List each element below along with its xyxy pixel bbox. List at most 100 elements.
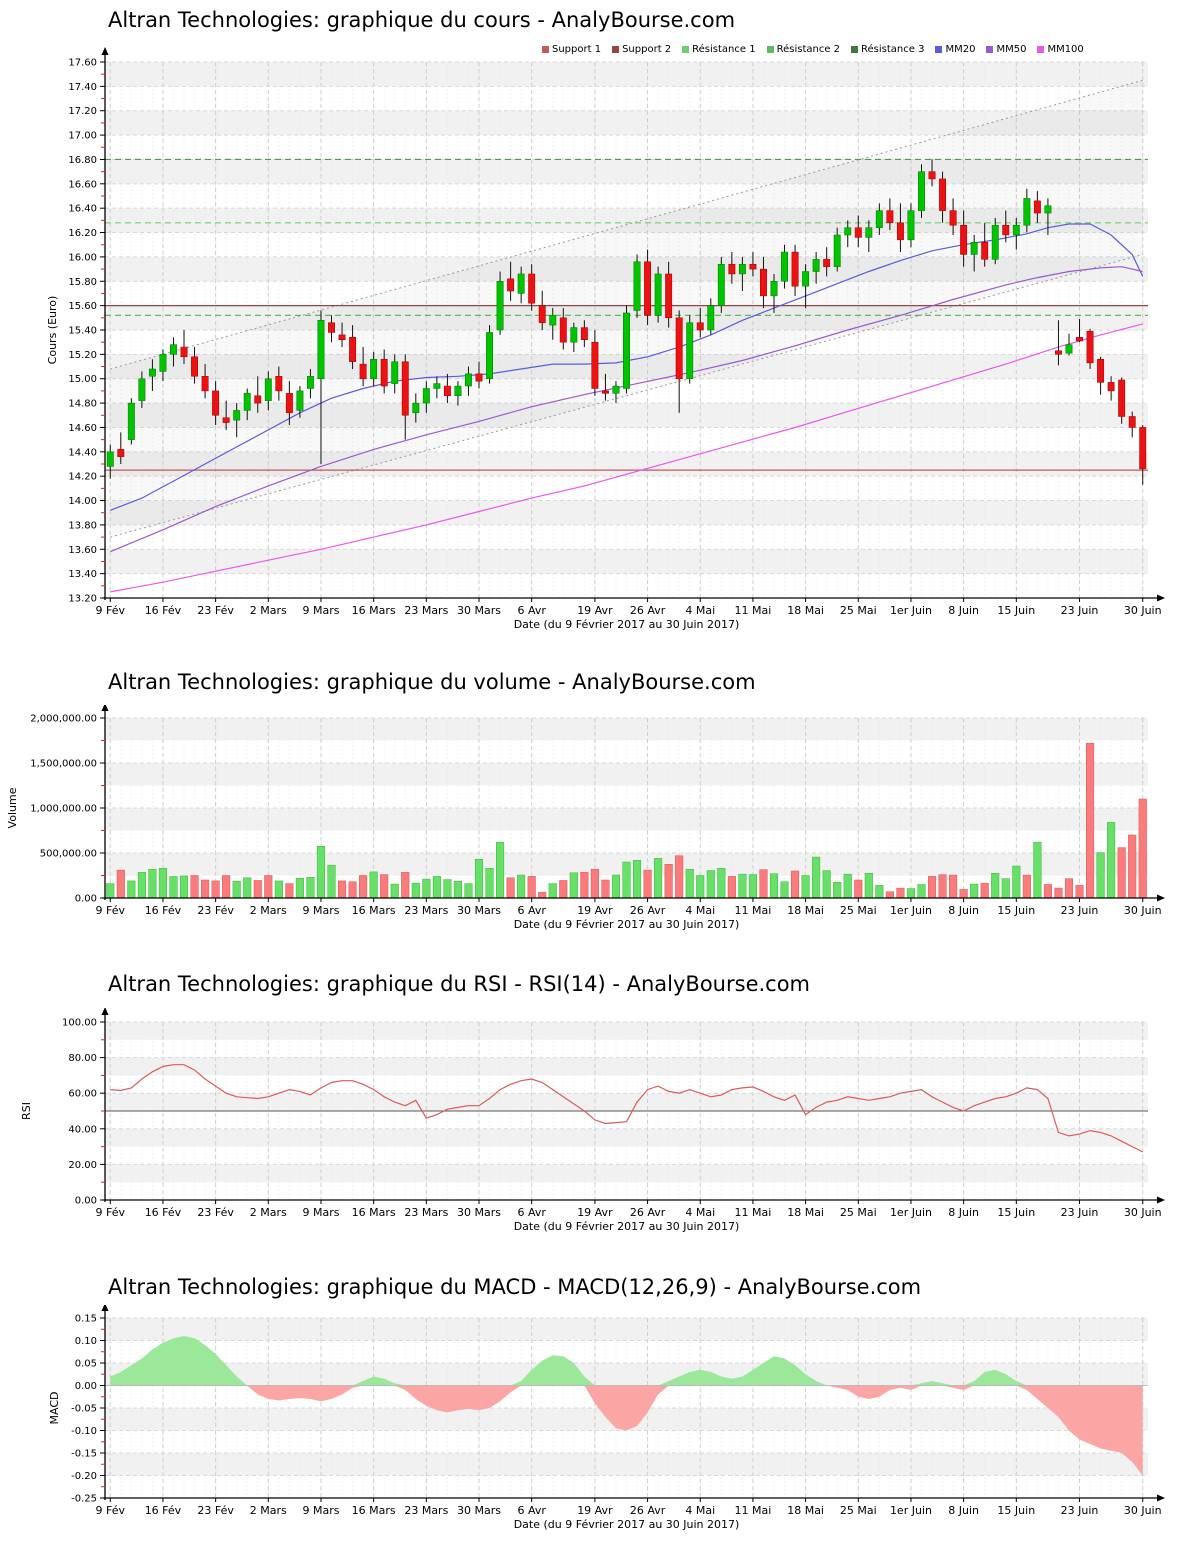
svg-text:17.20: 17.20 bbox=[68, 106, 97, 117]
volume-bar bbox=[769, 873, 779, 899]
svg-text:-0.20: -0.20 bbox=[71, 1471, 97, 1482]
volume-bar bbox=[780, 881, 789, 899]
volume-bar bbox=[169, 876, 178, 899]
volume-bar bbox=[917, 884, 926, 899]
volume-bar bbox=[896, 887, 905, 899]
svg-text:19 Avr: 19 Avr bbox=[577, 904, 613, 917]
legend-label: MM20 bbox=[945, 44, 976, 55]
candle bbox=[507, 278, 515, 292]
legend-label: Résistance 2 bbox=[776, 44, 841, 55]
svg-text:0.00: 0.00 bbox=[75, 1196, 97, 1207]
volume-bar bbox=[348, 881, 357, 899]
candle bbox=[918, 171, 925, 211]
svg-text:-0.05: -0.05 bbox=[71, 1404, 97, 1415]
volume-bar bbox=[864, 873, 873, 899]
volume-bar bbox=[148, 868, 157, 899]
volume-bars-layer bbox=[106, 742, 1147, 899]
y-axis-title: Cours (Euro) bbox=[46, 296, 59, 365]
candle bbox=[306, 376, 314, 389]
candle bbox=[296, 390, 304, 411]
svg-text:9 Fév: 9 Fév bbox=[96, 1206, 126, 1219]
background-stripes bbox=[105, 718, 1148, 876]
candle bbox=[443, 385, 451, 397]
x-tick-labels: 9 Fév 16 Fév 23 Fév 2 Mars 9 Mars 16 Mars 23 M… bbox=[96, 1498, 1162, 1517]
svg-text:8 Juin: 8 Juin bbox=[948, 904, 979, 917]
volume-bar bbox=[654, 858, 663, 899]
weekly-gridlines bbox=[109, 1022, 1144, 1200]
svg-text:6 Avr: 6 Avr bbox=[517, 604, 546, 617]
candle bbox=[201, 376, 209, 392]
svg-text:80.00: 80.00 bbox=[68, 1053, 97, 1064]
rsi-chart-title: Altran Technologies: graphique du RSI - … bbox=[108, 972, 811, 996]
candle bbox=[1012, 224, 1020, 236]
volume-bar bbox=[927, 876, 937, 899]
svg-text:8 Juin: 8 Juin bbox=[948, 1206, 979, 1219]
svg-text:18 Mai: 18 Mai bbox=[787, 604, 824, 617]
y-axis-title: Volume bbox=[6, 787, 19, 828]
volume-bar bbox=[791, 870, 800, 899]
mm100-line bbox=[110, 323, 1143, 593]
volume-bar bbox=[411, 882, 420, 899]
volume-chart-canvas: 0.00 500,000.00 1,000,000.00 1,500,000.00 2,… bbox=[6, 705, 1165, 931]
candle bbox=[159, 354, 167, 372]
legend-item-mm20: MM20 bbox=[935, 44, 975, 55]
volume-bar bbox=[1022, 874, 1031, 899]
legend-swatch bbox=[986, 46, 994, 53]
svg-text:9 Mars: 9 Mars bbox=[302, 904, 339, 917]
volume-bar bbox=[1064, 878, 1074, 899]
volume-bar bbox=[264, 875, 273, 899]
volume-bar bbox=[938, 874, 947, 899]
candle bbox=[359, 363, 367, 379]
price-chart-legend: Support 1 Support 2 Résistance 1 Résistance… bbox=[542, 44, 1084, 55]
candle bbox=[517, 273, 525, 294]
volume-bar bbox=[548, 883, 557, 899]
x-axis-title: Date (du 9 Février 2017 au 30 Juin 2017) bbox=[514, 1220, 740, 1233]
legend-swatch bbox=[1037, 46, 1045, 53]
svg-text:4 Mai: 4 Mai bbox=[685, 604, 715, 617]
svg-text:26 Avr: 26 Avr bbox=[630, 604, 666, 617]
svg-text:14.60: 14.60 bbox=[68, 423, 97, 434]
candle bbox=[233, 410, 241, 421]
candle bbox=[580, 327, 588, 340]
svg-text:23 Fév: 23 Fév bbox=[197, 1504, 234, 1517]
volume-bar bbox=[980, 882, 989, 899]
candle bbox=[601, 390, 609, 394]
candle bbox=[559, 317, 567, 343]
svg-text:4 Mai: 4 Mai bbox=[685, 904, 715, 917]
volume-bar bbox=[390, 883, 399, 899]
volume-bar bbox=[949, 874, 958, 899]
candle bbox=[1107, 382, 1115, 392]
weekly-gridlines bbox=[109, 1318, 1144, 1498]
volume-bar bbox=[232, 881, 241, 899]
candle bbox=[349, 337, 357, 362]
candle bbox=[623, 312, 630, 389]
legend-item-r-sistance-3: Résistance 3 bbox=[851, 44, 924, 55]
svg-text:-0.15: -0.15 bbox=[71, 1449, 97, 1460]
volume-bar bbox=[696, 875, 705, 899]
svg-text:8 Juin: 8 Juin bbox=[948, 1504, 979, 1517]
volume-bar bbox=[812, 856, 821, 899]
volume-bar bbox=[527, 876, 536, 899]
volume-bar bbox=[601, 879, 610, 899]
volume-bar bbox=[285, 883, 294, 899]
svg-text:23 Mars: 23 Mars bbox=[404, 604, 448, 617]
candle bbox=[707, 305, 715, 331]
svg-text:16.40: 16.40 bbox=[68, 204, 97, 215]
volume-bar bbox=[201, 879, 210, 899]
y-tick-labels: 0.00 20.00 40.00 60.00 80.00 100.00 bbox=[62, 1018, 105, 1207]
svg-text:18 Mai: 18 Mai bbox=[787, 904, 824, 917]
y-tick-labels: -0.25 -0.20 -0.15 -0.10 -0.05 0.00 0.05 0.10 0.1… bbox=[71, 1314, 105, 1505]
candle bbox=[907, 210, 915, 241]
svg-text:1,000,000.00: 1,000,000.00 bbox=[30, 804, 97, 815]
legend-label: MM50 bbox=[996, 44, 1027, 55]
volume-bar bbox=[401, 872, 410, 899]
svg-text:9 Mars: 9 Mars bbox=[302, 1206, 339, 1219]
volume-bar bbox=[569, 872, 578, 899]
candle bbox=[1044, 205, 1052, 214]
candle bbox=[212, 390, 220, 416]
volume-bar bbox=[885, 891, 894, 899]
volume-bar bbox=[369, 871, 378, 899]
svg-text:-0.10: -0.10 bbox=[71, 1426, 97, 1437]
svg-text:16 Mars: 16 Mars bbox=[352, 904, 396, 917]
